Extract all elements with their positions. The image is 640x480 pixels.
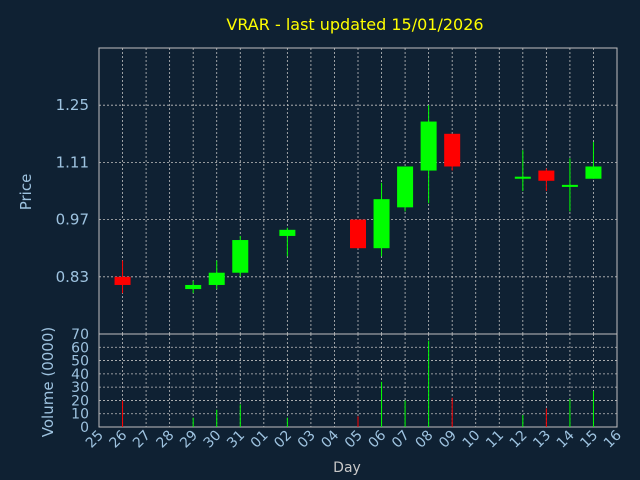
candle-body: [561, 184, 578, 187]
candle-body: [208, 272, 225, 285]
candle-body: [114, 276, 131, 285]
candle-body: [185, 284, 202, 290]
volume-axis-label: Volume (0000): [39, 327, 57, 437]
volume-tick-label: 70: [71, 327, 89, 343]
volume-tick-label: 40: [71, 367, 89, 383]
candle-body: [585, 166, 602, 179]
price-tick-label: 0.83: [56, 268, 89, 286]
price-tick-label: 1.25: [56, 96, 89, 114]
volume-tick-label: 0: [80, 420, 89, 436]
candle-body: [444, 133, 461, 167]
volume-tick-label: 60: [71, 340, 89, 356]
volume-tick-label: 10: [71, 407, 89, 423]
volume-tick-label: 30: [71, 380, 89, 396]
price-tick-label: 0.97: [56, 211, 89, 229]
volume-tick-label: 50: [71, 354, 89, 370]
candle-body: [279, 229, 296, 236]
volume-tick-label: 20: [71, 393, 89, 409]
price-panel: 0.83 0.97 1.11 1.25: [56, 47, 618, 335]
price-tick-label: 1.11: [56, 153, 89, 171]
candle-body: [350, 219, 366, 249]
x-axis-label: Day: [333, 460, 361, 476]
candle-body: [373, 199, 390, 249]
candle-body: [232, 240, 249, 273]
candle-body: [538, 170, 555, 181]
candle-body: [514, 176, 531, 179]
candle-body: [397, 166, 414, 208]
chart-title: VRAR - last updated 15/01/2026: [226, 15, 483, 34]
candle-body: [420, 121, 437, 171]
price-axis-label: Price: [17, 174, 35, 211]
x-axis: 25 26 27 28 29 30 31 01 02 03 04 05 06 07 08 09 10 11 12 13…: [83, 427, 625, 451]
